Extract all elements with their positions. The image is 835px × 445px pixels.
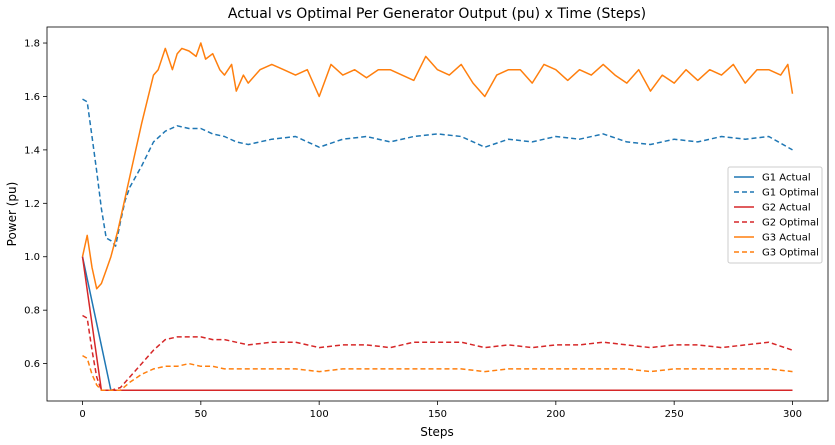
legend-label: G3 Actual bbox=[762, 233, 811, 244]
series-line-g3-optimal bbox=[82, 354, 793, 392]
y-tick-label: 1.2 bbox=[24, 199, 40, 210]
legend-box bbox=[727, 166, 823, 264]
chart-title: Actual vs Optimal Per Generator Output (… bbox=[228, 6, 646, 22]
y-tick-label: 1.0 bbox=[24, 252, 40, 263]
x-tick-label: 250 bbox=[665, 409, 684, 420]
x-tick-label: 150 bbox=[428, 409, 447, 420]
y-tick-label: 0.8 bbox=[24, 306, 40, 317]
x-axis: 0 50 100 150 200 250 300 bbox=[79, 401, 802, 420]
y-tick-label: 1.4 bbox=[24, 145, 40, 156]
legend: G1 Actual G1 Optimal G2 Actual G2 Optimal G3… bbox=[727, 166, 823, 264]
legend-label: G1 Actual bbox=[762, 173, 811, 184]
x-tick-label: 100 bbox=[310, 409, 329, 420]
y-tick-label: 1.8 bbox=[24, 39, 40, 50]
series-line-g2-optimal bbox=[82, 314, 793, 392]
y-tick-label: 1.6 bbox=[24, 92, 40, 103]
plot-area bbox=[81, 42, 794, 392]
legend-label: G3 Optimal bbox=[762, 248, 819, 259]
y-tick-label: 0.6 bbox=[24, 359, 40, 370]
legend-label: G2 Actual bbox=[762, 203, 811, 214]
x-tick-label: 200 bbox=[546, 409, 565, 420]
legend-label: G1 Optimal bbox=[762, 188, 819, 199]
series-line-g3-actual bbox=[81, 42, 794, 290]
legend-label: G2 Optimal bbox=[762, 218, 819, 229]
x-tick-label: 0 bbox=[79, 409, 85, 420]
y-axis-title: Power (pu) bbox=[5, 182, 19, 247]
x-tick-label: 50 bbox=[194, 409, 207, 420]
x-axis-title: Steps bbox=[420, 425, 454, 439]
y-axis: 0.6 0.8 1.0 1.2 1.4 1.6 1.8 bbox=[24, 39, 47, 370]
x-tick-label: 300 bbox=[783, 409, 802, 420]
